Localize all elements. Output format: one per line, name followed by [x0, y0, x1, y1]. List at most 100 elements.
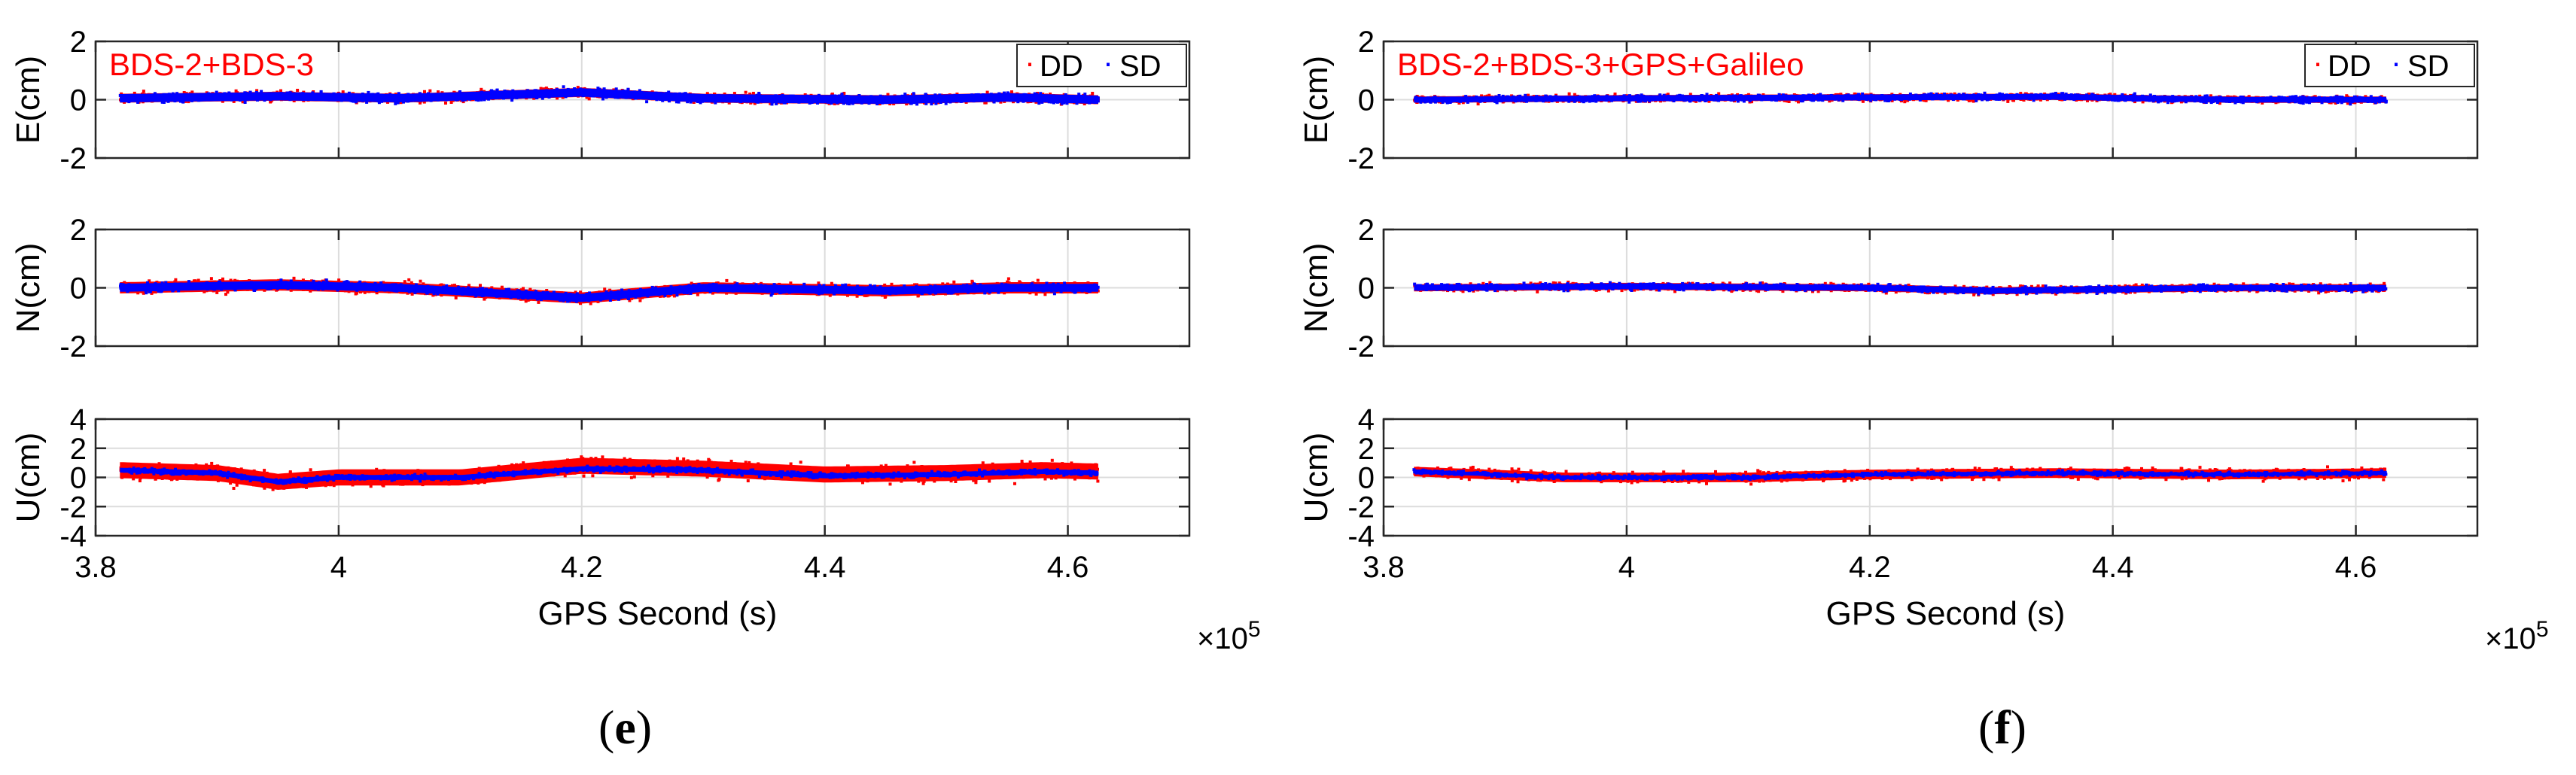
data-point [464, 288, 467, 292]
data-point [438, 286, 442, 290]
data-point [415, 289, 419, 293]
data-point [855, 294, 859, 298]
data-point [492, 90, 495, 93]
data-point [212, 93, 215, 96]
data-point [384, 94, 388, 98]
data-point [686, 100, 690, 104]
data-point [638, 93, 641, 96]
data-point [800, 99, 803, 102]
data-point [570, 93, 574, 97]
data-point [440, 97, 443, 101]
data-point [959, 94, 963, 98]
data-point [570, 296, 574, 299]
data-point [221, 277, 224, 281]
data-point [980, 96, 984, 99]
data-point [534, 93, 538, 96]
data-point [940, 95, 944, 99]
data-point [815, 286, 819, 290]
data-point [901, 95, 905, 98]
data-point [453, 95, 457, 99]
data-point [681, 97, 684, 101]
data-point [1037, 94, 1040, 98]
data-point [197, 96, 201, 100]
data-point [419, 279, 422, 283]
data-point [604, 90, 608, 93]
y-tick-label: -2 [59, 142, 87, 175]
data-point [714, 96, 717, 99]
data-point [1009, 288, 1013, 292]
data-point [254, 91, 258, 94]
data-point [525, 94, 529, 98]
data-point [848, 102, 851, 105]
data-point [445, 93, 449, 96]
data-point [212, 281, 216, 285]
data-point [187, 96, 191, 99]
data-point [573, 87, 577, 90]
data-point [355, 291, 358, 295]
data-point [581, 94, 585, 98]
data-point [400, 99, 403, 102]
data-point [845, 99, 849, 102]
data-point [394, 102, 397, 105]
data-point [753, 96, 757, 99]
data-point [135, 96, 139, 100]
data-point [396, 101, 400, 105]
data-point [422, 100, 426, 104]
data-point [1089, 96, 1092, 99]
data-point [196, 285, 200, 289]
data-point [848, 99, 851, 103]
data-point [988, 96, 991, 100]
data-point [937, 98, 941, 102]
data-point [438, 284, 442, 287]
data-point [230, 96, 233, 99]
data-point [1030, 93, 1034, 97]
data-point [839, 96, 842, 99]
data-point [667, 90, 671, 94]
data-point [179, 99, 182, 103]
data-point [310, 279, 314, 283]
data-point [524, 299, 528, 303]
data-point [154, 282, 157, 286]
data-point [932, 292, 936, 296]
data-point [428, 89, 432, 93]
data-point [1010, 90, 1013, 94]
data-point [817, 292, 821, 296]
data-point [291, 96, 294, 99]
data-point [681, 93, 684, 97]
data-point [746, 288, 750, 292]
data-point [955, 98, 958, 102]
data-point [406, 93, 410, 96]
data-point [319, 90, 323, 94]
data-point [545, 94, 549, 98]
data-point [154, 290, 157, 294]
data-point [934, 98, 937, 102]
data-point [332, 283, 336, 287]
data-point [458, 290, 462, 293]
data-point [836, 101, 839, 105]
data-point [671, 96, 674, 99]
data-point [352, 95, 356, 99]
data-point [371, 97, 375, 101]
data-point [209, 277, 213, 281]
data-point [317, 281, 321, 284]
data-point [672, 294, 676, 298]
data-point [1037, 97, 1040, 101]
series-sd [118, 85, 1100, 106]
data-point [702, 99, 705, 103]
data-point [599, 90, 603, 94]
data-point [139, 96, 142, 99]
data-point [410, 292, 414, 296]
data-point [916, 293, 920, 297]
data-point [890, 97, 894, 101]
data-point [641, 293, 645, 296]
data-point [921, 99, 924, 103]
data-point [677, 93, 681, 97]
data-point [910, 96, 914, 100]
data-point [300, 97, 303, 101]
data-point [255, 89, 259, 93]
data-point [611, 93, 614, 97]
data-point [410, 96, 414, 99]
data-point [279, 93, 282, 96]
data-point [169, 98, 172, 102]
data-point [301, 288, 305, 291]
